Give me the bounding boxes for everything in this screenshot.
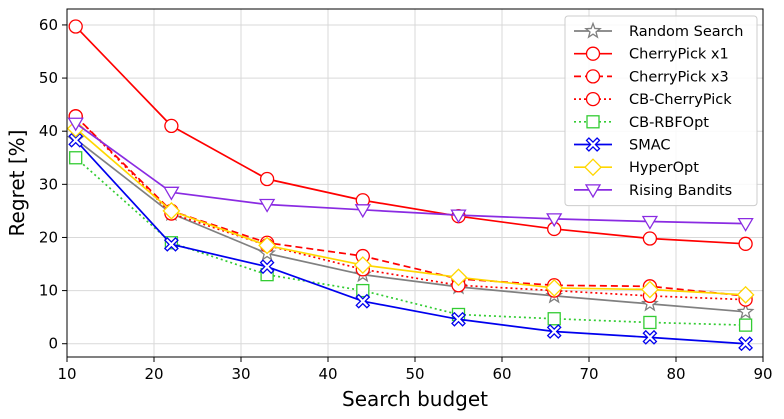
legend-item-hyperopt: HyperOpt [574,158,699,177]
data-point [356,283,370,298]
data-point [546,213,563,228]
legend-label: CB-CherryPick [629,92,732,108]
data-point [164,118,179,134]
x-tick-label: 50 [405,365,424,383]
data-point [354,204,371,219]
data-point [353,256,372,275]
legend-marker [586,115,600,129]
data-point [642,329,658,345]
series-line [75,139,746,345]
data-point [162,201,181,220]
data-point [451,311,466,327]
y-tick-label: 50 [39,69,58,87]
legend-item-cherrypick-x1: CherryPick x1 [574,46,729,63]
series-cb-rbfopt [69,151,753,332]
data-point [67,117,84,132]
x-tick-label: 10 [57,365,76,383]
y-tick-label: 30 [39,175,58,193]
data-point [259,259,275,275]
series-line [75,122,746,225]
data-point [738,336,754,352]
data-point [737,217,754,232]
data-point [68,19,83,34]
data-point [163,186,180,201]
legend-marker [585,137,601,152]
legend-item-random-search: Random Search [574,21,743,40]
series-line [75,138,746,313]
data-point [547,312,561,326]
data-point [641,294,659,312]
legend-marker [584,21,602,39]
legend-item-smac: SMAC [574,137,671,154]
x-tick-label: 30 [231,365,250,383]
series-rising-bandits [67,117,754,232]
x-tick-label: 70 [579,365,598,383]
series-line [75,157,746,326]
series-line [75,127,746,296]
data-point [738,318,753,332]
x-axis-label: Search budget [342,387,488,411]
data-point [643,315,657,330]
data-point [545,279,564,297]
data-point [450,209,467,224]
legend-marker [584,158,602,177]
legend-marker [585,46,601,61]
data-point [259,171,275,187]
data-point [736,302,755,320]
legend-label: CherryPick x1 [629,47,729,63]
legend-label: HyperOpt [629,160,699,176]
legend-item-cherrypick-x3: CherryPick x3 [574,69,729,85]
data-point [258,236,277,255]
legend-item-cb-cherrypick: CB-CherryPick [574,91,732,108]
data-point [355,293,371,309]
legend-label: Random Search [629,24,743,40]
legend-box [564,15,758,207]
data-point [642,231,658,246]
data-point [69,151,83,165]
ticks: 10 20 30 40 50 60 70 80 90 0 10 20 30 40 50 60 [39,16,773,383]
series-smac [68,132,754,352]
x-tick-label: 90 [753,365,772,383]
data-point [640,280,659,299]
legend-label: CherryPick x3 [629,69,729,85]
legend-marker [584,184,602,199]
legend: Random Search CherryPick x1 CherryPick x3 C… [564,15,758,207]
data-point [738,236,753,251]
legend-marker [585,91,601,107]
x-tick-label: 20 [144,365,163,383]
y-tick-label: 40 [39,122,58,140]
legend-label: CB-RBFOpt [629,115,709,131]
legend-label: Rising Bandits [629,183,732,199]
data-point [449,268,468,287]
y-tick-label: 60 [39,16,58,34]
data-point [258,198,276,213]
y-tick-label: 0 [48,335,58,353]
legend-item-rising-bandits: Rising Bandits [574,183,732,199]
x-tick-label: 40 [318,365,337,383]
series-line [75,115,746,297]
legend-marker [585,69,601,84]
legend-item-cb-rbfopt: CB-RBFOpt [574,115,709,131]
data-point [736,285,755,304]
legend-label: SMAC [629,138,671,154]
data-point [163,236,179,252]
y-tick-label: 10 [39,282,58,300]
data-point [546,324,562,339]
series-line [75,25,746,245]
y-tick-label: 20 [39,228,58,246]
data-point [641,215,659,230]
data-point [68,132,84,148]
x-tick-label: 60 [492,365,511,383]
y-axis-label: Regret [%] [5,130,29,237]
x-tick-label: 80 [666,365,685,383]
series-layer [66,19,755,352]
